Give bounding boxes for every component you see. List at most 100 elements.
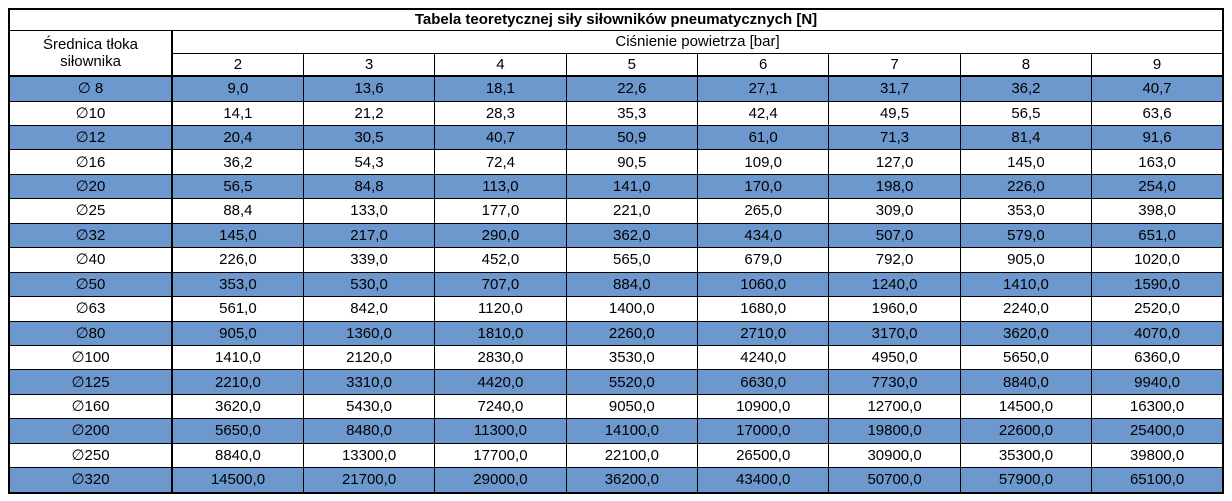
- force-value-cell: 13,6: [302, 75, 436, 102]
- force-value-cell: 163,0: [1091, 149, 1224, 175]
- force-value-cell: 1360,0: [302, 320, 436, 346]
- force-value-cell: 1680,0: [696, 296, 830, 322]
- force-value-cell: 579,0: [959, 222, 1093, 249]
- force-value-cell: 42,4: [696, 100, 830, 127]
- force-value-cell: 9050,0: [565, 393, 699, 420]
- force-value-cell: 88,4: [171, 198, 304, 224]
- force-value-cell: 353,0: [171, 271, 304, 298]
- table-body: ∅ 8 9,0 13,6 18,1 22,6 27,1 31,7 36,2 40,7 ∅10 14,…: [8, 75, 1224, 494]
- force-value-cell: 339,0: [302, 247, 436, 273]
- force-value-cell: 884,0: [565, 271, 699, 298]
- force-value-cell: 254,0: [1091, 173, 1224, 200]
- force-value-cell: 7240,0: [434, 393, 567, 420]
- pneumatic-force-table: Tabela teoretycznej siły siłowników pneu…: [8, 8, 1224, 494]
- force-value-cell: 8480,0: [302, 418, 436, 444]
- force-value-cell: 353,0: [959, 198, 1093, 224]
- pressure-header-cell: 7: [828, 52, 961, 77]
- force-value-cell: 265,0: [696, 198, 830, 224]
- force-value-cell: 5520,0: [565, 369, 699, 395]
- force-value-cell: 49,5: [828, 100, 961, 127]
- force-value-cell: 50,9: [565, 125, 699, 151]
- force-value-cell: 452,0: [434, 247, 567, 273]
- force-value-cell: 109,0: [696, 149, 830, 175]
- force-value-cell: 71,3: [828, 125, 961, 151]
- force-value-cell: 198,0: [828, 173, 961, 200]
- force-value-cell: 27,1: [696, 75, 830, 102]
- table-row: ∅32 145,0 217,0 290,0 362,0 434,0 507,0 579,0 65…: [8, 222, 1224, 249]
- force-value-cell: 133,0: [302, 198, 436, 224]
- table-row: ∅320 14500,0 21700,0 29000,0 36200,0 43400,0 5…: [8, 467, 1224, 494]
- table-row: ∅160 3620,0 5430,0 7240,0 9050,0 10900,0 12700…: [8, 393, 1224, 420]
- force-value-cell: 290,0: [434, 222, 567, 249]
- force-value-cell: 43400,0: [696, 467, 830, 494]
- force-value-cell: 2830,0: [434, 344, 567, 371]
- table-title-row: Tabela teoretycznej siły siłowników pneu…: [8, 8, 1224, 31]
- force-value-cell: 6630,0: [696, 369, 830, 395]
- force-value-cell: 28,3: [434, 100, 567, 127]
- force-value-cell: 8840,0: [171, 442, 304, 469]
- force-value-cell: 792,0: [828, 247, 961, 273]
- force-value-cell: 145,0: [959, 149, 1093, 175]
- table-row: ∅20 56,5 84,8 113,0 141,0 170,0 198,0 226,0 254,…: [8, 173, 1224, 200]
- force-value-cell: 26500,0: [696, 442, 830, 469]
- force-value-cell: 3310,0: [302, 369, 436, 395]
- table-row: ∅16 36,2 54,3 72,4 90,5 109,0 127,0 145,0 163,0: [8, 149, 1224, 175]
- pressure-header-cell: 6: [696, 52, 830, 77]
- force-value-cell: 4240,0: [696, 344, 830, 371]
- force-value-cell: 217,0: [302, 222, 436, 249]
- force-value-cell: 31,7: [828, 75, 961, 102]
- table-row: ∅ 8 9,0 13,6 18,1 22,6 27,1 31,7 36,2 40,7: [8, 75, 1224, 102]
- force-value-cell: 1240,0: [828, 271, 961, 298]
- table-row: ∅80 905,0 1360,0 1810,0 2260,0 2710,0 3170,0 36…: [8, 320, 1224, 346]
- force-value-cell: 177,0: [434, 198, 567, 224]
- table-row: ∅250 8840,0 13300,0 17700,0 22100,0 26500,0 30…: [8, 442, 1224, 469]
- diameter-cell: ∅25: [8, 198, 173, 224]
- force-value-cell: 1120,0: [434, 296, 567, 322]
- force-value-cell: 3530,0: [565, 344, 699, 371]
- pressure-header-cell: 2: [171, 52, 304, 77]
- force-value-cell: 54,3: [302, 149, 436, 175]
- table-row: ∅63 561,0 842,0 1120,0 1400,0 1680,0 1960,0 224…: [8, 296, 1224, 322]
- force-value-cell: 19800,0: [828, 418, 961, 444]
- diameter-cell: ∅320: [8, 467, 173, 494]
- force-value-cell: 90,5: [565, 149, 699, 175]
- diameter-cell: ∅32: [8, 222, 173, 249]
- diameter-cell: ∅20: [8, 173, 173, 200]
- force-value-cell: 3170,0: [828, 320, 961, 346]
- force-value-cell: 1020,0: [1091, 247, 1224, 273]
- force-value-cell: 56,5: [959, 100, 1093, 127]
- force-value-cell: 72,4: [434, 149, 567, 175]
- force-value-cell: 127,0: [828, 149, 961, 175]
- force-value-cell: 22100,0: [565, 442, 699, 469]
- force-value-cell: 50700,0: [828, 467, 961, 494]
- force-value-cell: 36,2: [171, 149, 304, 175]
- force-value-cell: 57900,0: [959, 467, 1093, 494]
- force-value-cell: 1410,0: [171, 344, 304, 371]
- force-value-cell: 221,0: [565, 198, 699, 224]
- force-value-cell: 14100,0: [565, 418, 699, 444]
- pressure-header-cell: 3: [302, 52, 436, 77]
- force-value-cell: 565,0: [565, 247, 699, 273]
- force-value-cell: 14500,0: [171, 467, 304, 494]
- force-value-cell: 13300,0: [302, 442, 436, 469]
- table-row: ∅200 5650,0 8480,0 11300,0 14100,0 17000,0 198…: [8, 418, 1224, 444]
- force-value-cell: 507,0: [828, 222, 961, 249]
- force-value-cell: 362,0: [565, 222, 699, 249]
- pressure-header-cell: 4: [434, 52, 567, 77]
- diameter-cell: ∅100: [8, 344, 173, 371]
- force-value-cell: 17700,0: [434, 442, 567, 469]
- force-value-cell: 2240,0: [959, 296, 1093, 322]
- force-value-cell: 29000,0: [434, 467, 567, 494]
- force-value-cell: 65100,0: [1091, 467, 1224, 494]
- force-value-cell: 21,2: [302, 100, 436, 127]
- force-value-cell: 3620,0: [959, 320, 1093, 346]
- force-value-cell: 707,0: [434, 271, 567, 298]
- force-value-cell: 16300,0: [1091, 393, 1224, 420]
- diameter-cell: ∅63: [8, 296, 173, 322]
- force-value-cell: 170,0: [696, 173, 830, 200]
- force-value-cell: 561,0: [171, 296, 304, 322]
- force-value-cell: 8840,0: [959, 369, 1093, 395]
- table-row: ∅25 88,4 133,0 177,0 221,0 265,0 309,0 353,0 398…: [8, 198, 1224, 224]
- pressure-group-row: Średnica tłoka siłownika Ciśnienie powie…: [8, 29, 1224, 77]
